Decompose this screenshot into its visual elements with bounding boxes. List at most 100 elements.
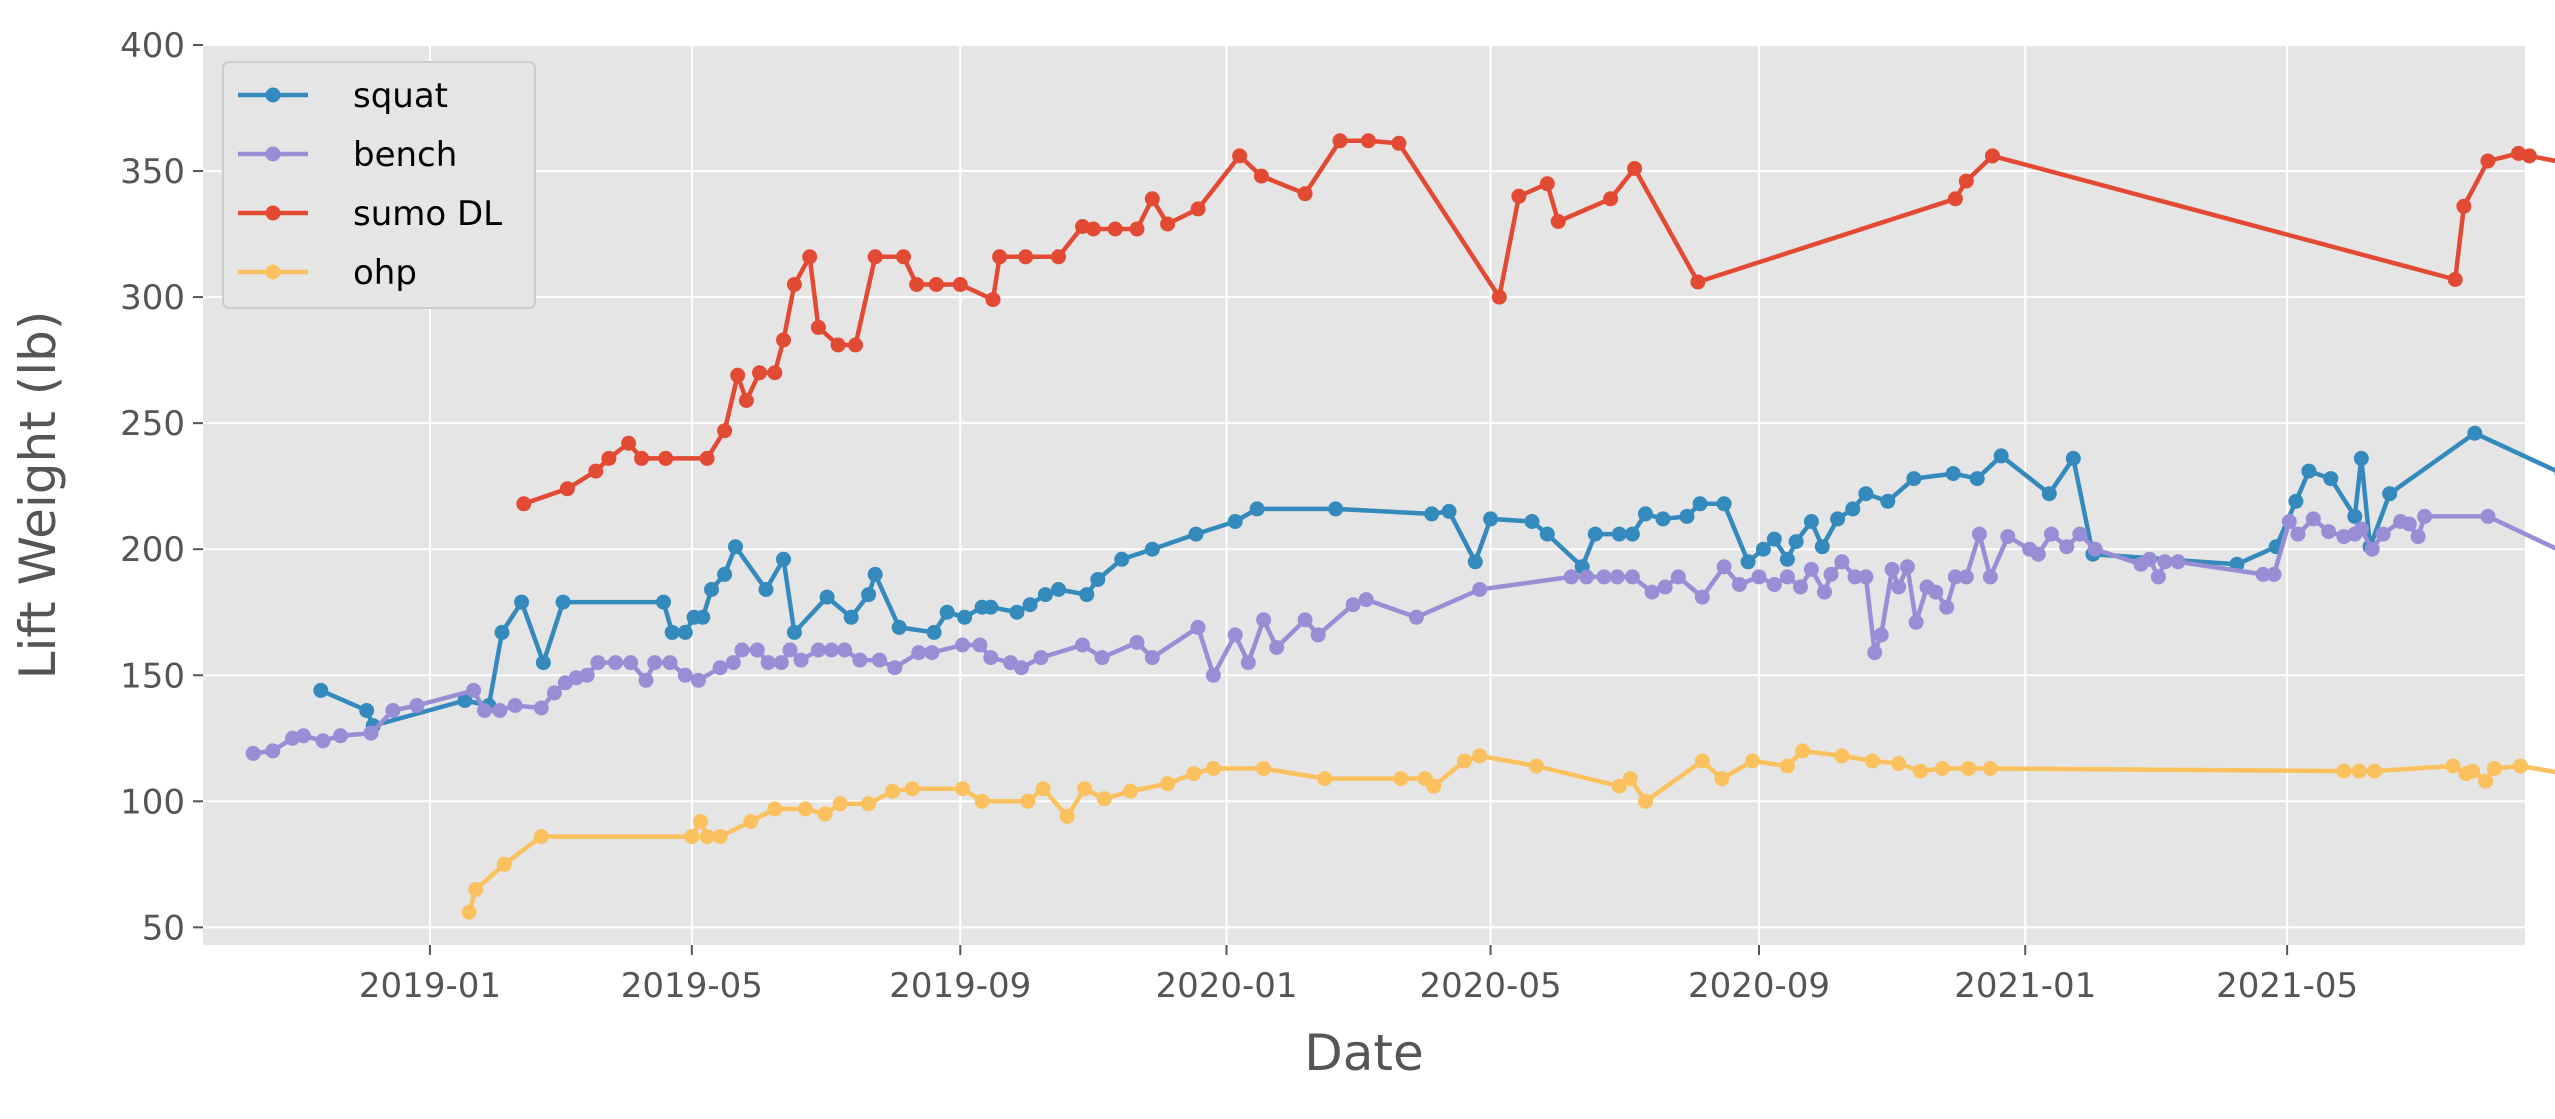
y-tick-label: 350 (120, 152, 185, 192)
data-point (1298, 612, 1313, 627)
data-point (1228, 627, 1243, 642)
legend-swatch-marker (266, 206, 281, 221)
data-point (492, 703, 507, 718)
data-point (462, 905, 477, 920)
data-point (1983, 569, 1998, 584)
data-point (693, 814, 708, 829)
data-point (972, 638, 987, 653)
data-point (1191, 620, 1206, 635)
data-point (658, 451, 673, 466)
data-point (992, 249, 1007, 264)
data-point (1160, 776, 1175, 791)
data-point (1994, 448, 2009, 463)
data-point (1160, 217, 1175, 232)
data-point (1228, 514, 1243, 529)
data-point (892, 620, 907, 635)
data-point (929, 277, 944, 292)
data-point (2042, 486, 2057, 501)
data-point (296, 728, 311, 743)
data-point (1906, 471, 1921, 486)
data-point (833, 796, 848, 811)
data-point (798, 801, 813, 816)
data-point (1817, 585, 1832, 600)
data-point (1695, 754, 1710, 769)
data-point (975, 794, 990, 809)
data-point (1874, 627, 1889, 642)
data-point (2352, 764, 2367, 779)
data-point (1472, 748, 1487, 763)
y-tick-label: 250 (120, 404, 185, 444)
data-point (1511, 189, 1526, 204)
data-point (1361, 133, 1376, 148)
data-point (844, 610, 859, 625)
data-point (1038, 587, 1053, 602)
data-point (1732, 577, 1747, 592)
data-point (591, 655, 606, 670)
data-point (1690, 275, 1705, 290)
data-point (691, 673, 706, 688)
legend-swatch-marker (266, 147, 281, 162)
data-point (953, 277, 968, 292)
data-point (1018, 249, 1033, 264)
data-point (2446, 759, 2461, 774)
data-point (2066, 451, 2081, 466)
data-point (2456, 199, 2471, 214)
y-axis-title: Lift Weight (lb) (9, 311, 67, 680)
data-point (1114, 552, 1129, 567)
data-point (2336, 764, 2351, 779)
data-point (1815, 539, 1830, 554)
data-point (1804, 514, 1819, 529)
data-point (1714, 771, 1729, 786)
data-point (774, 655, 789, 670)
data-point (1717, 496, 1732, 511)
data-point (1625, 569, 1640, 584)
data-point (1023, 597, 1038, 612)
data-point (695, 610, 710, 625)
data-point (2354, 451, 2369, 466)
data-point (2000, 529, 2015, 544)
data-point (2417, 509, 2432, 524)
data-point (700, 451, 715, 466)
data-point (1858, 569, 1873, 584)
data-point (466, 683, 481, 698)
data-point (1311, 627, 1326, 642)
data-point (1900, 559, 1915, 574)
data-point (1391, 136, 1406, 151)
data-point (333, 728, 348, 743)
data-point (1108, 222, 1123, 237)
data-point (623, 655, 638, 670)
data-point (1529, 759, 1544, 774)
data-point (1095, 650, 1110, 665)
data-point (1767, 532, 1782, 547)
data-point (885, 784, 900, 799)
data-point (820, 590, 835, 605)
data-point (1051, 582, 1066, 597)
data-point (1867, 645, 1882, 660)
data-point (313, 683, 328, 698)
data-point (1745, 754, 1760, 769)
data-point (1298, 186, 1313, 201)
data-point (1885, 562, 1900, 577)
data-point (1010, 605, 1025, 620)
data-point (1939, 600, 1954, 615)
data-point (359, 703, 374, 718)
data-point (364, 726, 379, 741)
data-point (1540, 176, 1555, 191)
data-point (759, 582, 774, 597)
data-point (2072, 527, 2087, 542)
data-point (1086, 222, 1101, 237)
data-point (704, 582, 719, 597)
data-point (1972, 527, 1987, 542)
data-point (1409, 610, 1424, 625)
data-point (1928, 585, 1943, 600)
data-point (608, 655, 623, 670)
data-point (1328, 501, 1343, 516)
data-point (887, 660, 902, 675)
data-point (1752, 569, 1767, 584)
data-point (713, 660, 728, 675)
data-point (1693, 496, 1708, 511)
data-point (927, 625, 942, 640)
data-point (1551, 214, 1566, 229)
data-point (787, 625, 802, 640)
data-point (1983, 761, 1998, 776)
